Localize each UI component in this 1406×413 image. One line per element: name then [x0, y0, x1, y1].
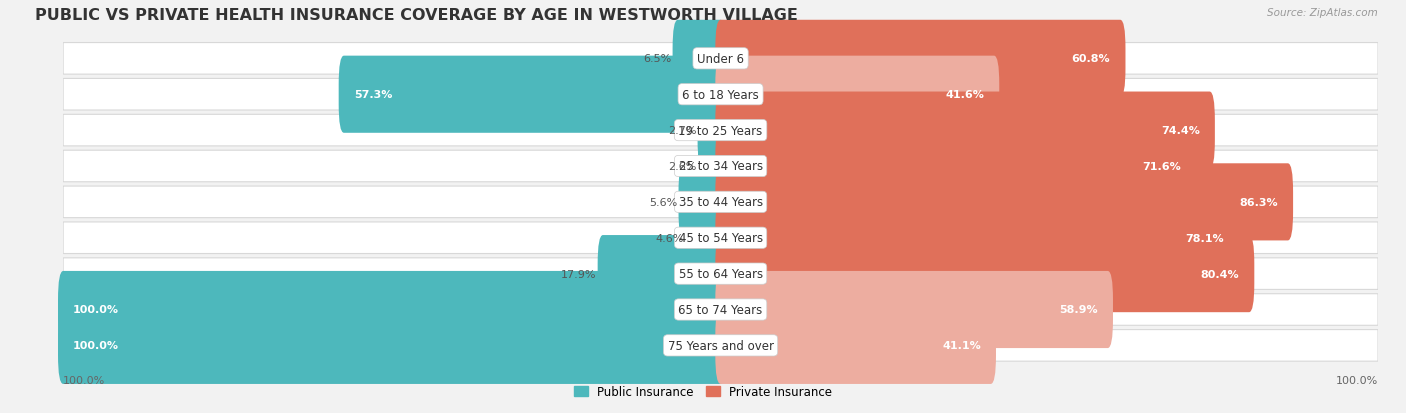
Text: 100.0%: 100.0% — [63, 375, 105, 385]
Text: 55 to 64 Years: 55 to 64 Years — [679, 268, 762, 280]
FancyBboxPatch shape — [63, 79, 1378, 111]
FancyBboxPatch shape — [716, 128, 1197, 205]
Text: 17.9%: 17.9% — [561, 269, 596, 279]
FancyBboxPatch shape — [672, 21, 725, 98]
Text: 58.9%: 58.9% — [1059, 305, 1098, 315]
FancyBboxPatch shape — [716, 57, 1000, 133]
Text: 41.1%: 41.1% — [942, 341, 981, 351]
FancyBboxPatch shape — [699, 128, 725, 205]
Text: 6.5%: 6.5% — [643, 54, 671, 64]
Text: 35 to 44 Years: 35 to 44 Years — [679, 196, 762, 209]
Text: 19 to 25 Years: 19 to 25 Years — [679, 124, 762, 137]
Text: 2.7%: 2.7% — [668, 126, 696, 136]
FancyBboxPatch shape — [716, 21, 1125, 98]
Text: 100.0%: 100.0% — [1336, 375, 1378, 385]
Text: Under 6: Under 6 — [697, 53, 744, 66]
Text: Source: ZipAtlas.com: Source: ZipAtlas.com — [1267, 8, 1378, 18]
Text: 4.6%: 4.6% — [655, 233, 683, 243]
Text: 25 to 34 Years: 25 to 34 Years — [679, 160, 762, 173]
FancyBboxPatch shape — [716, 235, 1254, 312]
FancyBboxPatch shape — [679, 164, 725, 241]
FancyBboxPatch shape — [63, 115, 1378, 147]
FancyBboxPatch shape — [716, 199, 1239, 277]
FancyBboxPatch shape — [63, 294, 1378, 325]
FancyBboxPatch shape — [63, 258, 1378, 290]
FancyBboxPatch shape — [716, 93, 1215, 169]
FancyBboxPatch shape — [63, 187, 1378, 218]
Text: 65 to 74 Years: 65 to 74 Years — [679, 303, 762, 316]
Text: 78.1%: 78.1% — [1185, 233, 1225, 243]
FancyBboxPatch shape — [339, 57, 725, 133]
FancyBboxPatch shape — [58, 271, 725, 348]
Text: 75 Years and over: 75 Years and over — [668, 339, 773, 352]
FancyBboxPatch shape — [58, 307, 725, 384]
Text: 100.0%: 100.0% — [73, 341, 120, 351]
FancyBboxPatch shape — [63, 43, 1378, 75]
Text: 80.4%: 80.4% — [1201, 269, 1239, 279]
Text: 86.3%: 86.3% — [1239, 197, 1278, 207]
FancyBboxPatch shape — [716, 164, 1294, 241]
FancyBboxPatch shape — [63, 151, 1378, 182]
Text: 45 to 54 Years: 45 to 54 Years — [679, 232, 762, 244]
Text: 57.3%: 57.3% — [354, 90, 392, 100]
Text: 5.6%: 5.6% — [650, 197, 678, 207]
FancyBboxPatch shape — [63, 330, 1378, 361]
Text: 6 to 18 Years: 6 to 18 Years — [682, 88, 759, 102]
Text: 60.8%: 60.8% — [1071, 54, 1111, 64]
Text: 100.0%: 100.0% — [73, 305, 120, 315]
Text: 41.6%: 41.6% — [945, 90, 984, 100]
Text: PUBLIC VS PRIVATE HEALTH INSURANCE COVERAGE BY AGE IN WESTWORTH VILLAGE: PUBLIC VS PRIVATE HEALTH INSURANCE COVER… — [35, 8, 799, 23]
FancyBboxPatch shape — [685, 199, 725, 277]
Text: 2.6%: 2.6% — [668, 161, 697, 171]
Text: 71.6%: 71.6% — [1143, 161, 1181, 171]
Legend: Public Insurance, Private Insurance: Public Insurance, Private Insurance — [569, 381, 837, 403]
FancyBboxPatch shape — [63, 223, 1378, 254]
FancyBboxPatch shape — [598, 235, 725, 312]
Text: 74.4%: 74.4% — [1161, 126, 1199, 136]
FancyBboxPatch shape — [716, 307, 995, 384]
FancyBboxPatch shape — [697, 93, 725, 169]
FancyBboxPatch shape — [716, 271, 1114, 348]
